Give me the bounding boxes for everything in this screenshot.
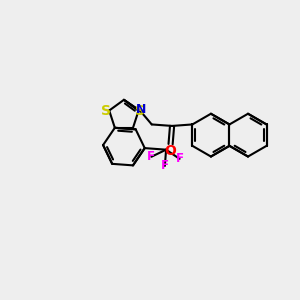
Text: F: F: [176, 152, 184, 165]
Text: O: O: [164, 144, 176, 158]
Text: N: N: [136, 103, 146, 116]
Text: S: S: [135, 103, 145, 118]
Text: F: F: [147, 150, 155, 163]
Text: S: S: [101, 103, 111, 118]
Text: F: F: [161, 160, 169, 172]
